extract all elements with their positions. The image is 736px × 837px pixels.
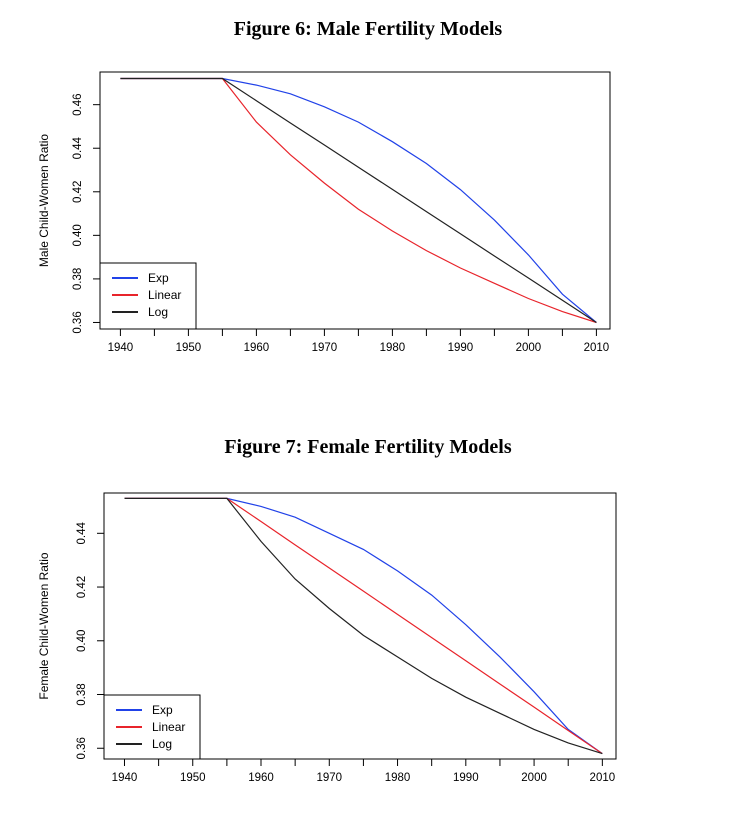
x-tick-label: 2000	[516, 342, 542, 354]
x-tick-label: 1970	[312, 342, 338, 354]
x-tick-label: 1970	[316, 772, 342, 784]
y-tick-label: 0.36	[76, 737, 88, 759]
female-fertility-chart: 1940 1950 1960 1970 1980 1990 2000 2010 0.36 0.38…	[37, 492, 617, 784]
series-line-log	[120, 77, 597, 324]
x-tick-label: 1940	[108, 342, 134, 354]
y-tick-label: 0.40	[76, 630, 88, 652]
legend-box	[99, 262, 197, 330]
x-tick-label: 1990	[453, 772, 479, 784]
y-tick-label: 0.46	[72, 93, 84, 115]
legend-label-exp: Exp	[148, 271, 169, 285]
x-tick-label: 1980	[385, 772, 411, 784]
y-tick-label: 0.44	[76, 522, 88, 545]
male-fertility-chart: 1940 1950 1960 1970 1980 1990 2000 2010 0.36 0.38…	[37, 71, 611, 354]
y-tick-label: 0.38	[72, 268, 84, 290]
x-tick-label: 1990	[448, 342, 474, 354]
x-tick-label: 1950	[180, 772, 206, 784]
legend-label-log: Log	[148, 305, 168, 319]
legend-label-linear: Linear	[152, 720, 185, 734]
y-tick-label: 0.42	[72, 181, 84, 203]
y-tick-label: 0.36	[72, 311, 84, 333]
y-tick-label: 0.38	[76, 683, 88, 705]
x-tick-label: 2010	[590, 772, 616, 784]
x-tick-label: 2010	[584, 342, 610, 354]
legend-label-linear: Linear	[148, 288, 181, 302]
legend-label-log: Log	[152, 737, 172, 751]
figure-6-title: Figure 6: Male Fertility Models	[233, 18, 503, 40]
x-tick-label: 1940	[112, 772, 138, 784]
y-tick-label: 0.40	[72, 224, 84, 246]
y-tick-label: 0.42	[76, 576, 88, 598]
x-tick-label: 1960	[244, 342, 270, 354]
x-tick-label: 1980	[380, 342, 406, 354]
x-tick-label: 1960	[248, 772, 274, 784]
series-line-log	[124, 497, 603, 755]
figure-7-title: Figure 7: Female Fertility Models	[224, 436, 512, 458]
y-axis-title: Male Child-Women Ratio	[37, 134, 51, 267]
y-axis-title: Female Child-Women Ratio	[37, 552, 51, 699]
x-tick-label: 1950	[176, 342, 202, 354]
x-tick-label: 2000	[521, 772, 547, 784]
y-tick-label: 0.44	[72, 136, 84, 159]
legend-label-exp: Exp	[152, 703, 173, 717]
